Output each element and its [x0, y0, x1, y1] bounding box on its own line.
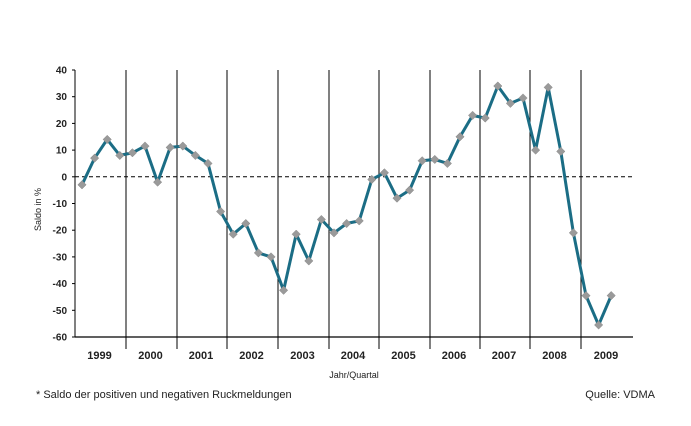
data-point	[115, 150, 125, 160]
data-point	[329, 228, 339, 238]
data-point	[455, 132, 465, 142]
data-point	[568, 228, 578, 238]
x-tick-label: 2000	[138, 350, 162, 362]
data-point	[606, 291, 616, 301]
data-point	[291, 229, 301, 239]
x-tick-label: 2001	[189, 350, 213, 362]
data-point	[354, 216, 364, 226]
data-point	[367, 174, 377, 185]
data-point	[153, 177, 163, 187]
data-point	[90, 153, 100, 163]
y-tick-label: -10	[53, 199, 68, 210]
data-point	[241, 218, 251, 229]
y-tick-label: 30	[56, 92, 68, 103]
data-point	[518, 93, 528, 103]
data-point	[493, 81, 503, 91]
series-line	[80, 84, 613, 327]
x-tick-label: 2008	[542, 350, 566, 362]
x-tick-label: 1999	[87, 350, 111, 362]
data-point	[468, 110, 478, 120]
y-tick-label: 20	[56, 119, 68, 130]
data-point	[190, 150, 200, 160]
data-point	[581, 291, 591, 301]
x-tick-label: 2007	[492, 350, 516, 362]
data-point	[379, 168, 389, 178]
data-point	[102, 134, 112, 144]
y-tick-label: -40	[53, 279, 68, 290]
data-point	[430, 154, 440, 164]
data-point	[216, 206, 226, 217]
data-point	[531, 145, 541, 155]
y-tick-label: -50	[53, 306, 68, 317]
chart-labels: 40 30 20 10 0 -10 -20 -30 -40 -50 -60 1999 2000 2001 2…	[33, 66, 618, 381]
data-point	[228, 229, 238, 239]
series-line-layer	[80, 84, 613, 327]
x-tick-label: 2002	[239, 350, 263, 362]
data-point	[279, 285, 289, 295]
x-tick-label: 2009	[594, 350, 618, 362]
data-point	[342, 218, 352, 229]
data-point	[480, 113, 490, 123]
y-tick-label: -60	[53, 333, 68, 344]
x-tick-label: 2005	[391, 350, 415, 362]
data-point	[556, 146, 566, 156]
data-point	[253, 248, 263, 258]
data-point	[165, 142, 175, 152]
y-tick-label: 40	[56, 66, 68, 77]
y-axis-label: Saldo in %	[33, 188, 43, 231]
y-tick-label: 10	[56, 146, 68, 157]
data-point	[77, 180, 87, 190]
x-tick-label: 2004	[341, 350, 366, 362]
data-point	[442, 158, 452, 169]
data-point	[392, 193, 402, 203]
data-point	[543, 82, 553, 92]
data-point	[178, 141, 188, 151]
y-tick-label: -30	[53, 252, 68, 263]
data-point	[127, 148, 137, 158]
data-point	[405, 185, 415, 195]
year-separators	[125, 70, 582, 349]
series-markers	[77, 81, 616, 330]
data-point	[505, 98, 515, 108]
data-point	[266, 252, 276, 262]
chart-axes	[72, 69, 633, 338]
data-point	[304, 256, 314, 266]
data-point	[316, 214, 326, 225]
x-axis-label: Jahr/Quartal	[329, 370, 379, 380]
data-point	[140, 141, 150, 151]
y-tick-label: -20	[53, 226, 68, 237]
y-tick-label: 0	[61, 172, 67, 183]
x-tick-label: 2006	[442, 350, 466, 362]
data-point	[203, 158, 213, 169]
data-point	[594, 320, 604, 330]
footnote: * Saldo der positiven und negativen Ruck…	[36, 389, 292, 401]
x-tick-label: 2003	[290, 350, 314, 362]
source-note: Quelle: VDMA	[585, 389, 655, 401]
data-point	[417, 156, 427, 166]
